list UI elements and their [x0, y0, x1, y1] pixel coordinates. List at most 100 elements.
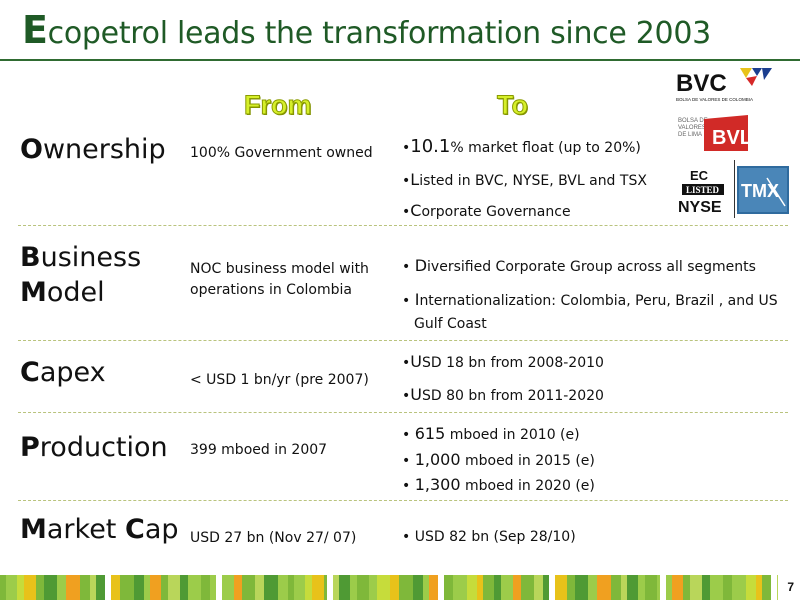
footer-stripe — [657, 575, 660, 600]
footer-stripe — [555, 575, 567, 600]
footer-stripe — [534, 575, 543, 600]
footer-stripe — [161, 575, 168, 600]
row-divider — [18, 500, 788, 501]
tmx-logo: TMX — [737, 166, 789, 214]
row-divider — [18, 340, 788, 341]
footer-stripe — [234, 575, 242, 600]
svg-text:TMX: TMX — [741, 181, 779, 201]
footer-stripe — [222, 575, 234, 600]
to-ownership-3: •Corporate Governance — [402, 201, 571, 220]
footer-stripe — [90, 575, 96, 600]
row-divider — [18, 412, 788, 413]
footer-stripe — [423, 575, 429, 600]
footer-stripe — [611, 575, 621, 600]
footer-stripe — [710, 575, 723, 600]
footer-stripe — [413, 575, 423, 600]
footer-stripe — [24, 575, 36, 600]
footer-stripe — [96, 575, 105, 600]
footer-stripe — [683, 575, 690, 600]
from-header: From — [244, 90, 312, 121]
to-header: To — [497, 90, 529, 121]
footer-stripe — [467, 575, 477, 600]
footer-stripe — [6, 575, 17, 600]
footer-stripe — [690, 575, 702, 600]
bvl-logo-text: BVL — [712, 127, 750, 149]
footer-stripe — [134, 575, 144, 600]
footer-stripe — [66, 575, 80, 600]
row-label-production: Production — [20, 432, 168, 463]
footer-stripe — [44, 575, 57, 600]
footer-stripe-band — [0, 575, 778, 600]
slide-title: Ecopetrol leads the transformation since… — [22, 8, 711, 52]
footer-stripe — [305, 575, 312, 600]
svg-text:BOLSA DE: BOLSA DE — [678, 118, 708, 124]
footer-stripe — [429, 575, 438, 600]
footer-stripe — [255, 575, 264, 600]
row-divider — [18, 225, 788, 226]
from-capex: < USD 1 bn/yr (pre 2007) — [190, 372, 369, 388]
footer-stripe — [762, 575, 771, 600]
to-business-1: • Diversified Corporate Group across all… — [402, 256, 756, 275]
svg-text:DE LIMA: DE LIMA — [678, 132, 702, 138]
footer-stripe — [483, 575, 494, 600]
footer-stripe — [324, 575, 327, 600]
footer-stripe — [453, 575, 467, 600]
to-business-2: • Internationalization: Colombia, Peru, … — [402, 290, 778, 309]
footer-stripe — [357, 575, 369, 600]
footer-stripe — [723, 575, 732, 600]
footer-stripe — [627, 575, 638, 600]
footer-stripe — [150, 575, 161, 600]
footer-stripe — [756, 575, 762, 600]
row-label-capex: Capex — [20, 357, 106, 388]
footer-stripe — [444, 575, 453, 600]
footer-stripe — [168, 575, 180, 600]
bvc-logo-sub: BOLSA DE VALORES DE COLOMBIA — [676, 97, 753, 102]
to-capex-1: •USD 18 bn from 2008-2010 — [402, 352, 604, 371]
bvc-logo-text: BVC — [676, 70, 727, 97]
title-initial: E — [22, 8, 48, 52]
from-production: 399 mboed in 2007 — [190, 442, 328, 458]
svg-text:VALORES: VALORES — [678, 125, 706, 131]
title-divider — [0, 59, 800, 61]
footer-stripe — [201, 575, 210, 600]
from-business-model: NOC business model with operations in Col… — [190, 261, 369, 298]
footer-stripe — [638, 575, 645, 600]
footer-stripe — [521, 575, 534, 600]
footer-stripe — [501, 575, 513, 600]
footer-stripe — [333, 575, 339, 600]
footer-stripe — [621, 575, 627, 600]
svg-text:EC: EC — [690, 168, 709, 183]
row-label-business-model: Business Model — [20, 242, 142, 309]
title-text: copetrol leads the transformation since … — [47, 16, 712, 51]
logo-separator — [734, 160, 735, 218]
footer-stripe — [339, 575, 350, 600]
footer-stripe — [543, 575, 549, 600]
footer-stripe — [120, 575, 134, 600]
footer-stripe — [144, 575, 150, 600]
bvl-logo: BOLSA DE VALORES DE LIMA BVL — [678, 115, 750, 151]
footer-stripe — [210, 575, 216, 600]
footer-stripe — [111, 575, 120, 600]
footer-stripe — [746, 575, 756, 600]
to-production-3: • 1,300 mboed in 2020 (e) — [402, 475, 595, 494]
nyse-listed-logo: EC LISTED NYSE — [678, 168, 724, 216]
footer-stripe — [399, 575, 413, 600]
to-market-cap-1: • USD 82 bn (Sep 28/10) — [402, 529, 576, 545]
footer-stripe — [188, 575, 201, 600]
footer-stripe — [264, 575, 278, 600]
footer-stripe — [702, 575, 710, 600]
from-market-cap: USD 27 bn (Nov 27/ 07) — [190, 530, 357, 546]
svg-text:NYSE: NYSE — [678, 199, 722, 216]
footer-stripe — [288, 575, 294, 600]
footer-stripe — [672, 575, 683, 600]
footer-stripe — [294, 575, 305, 600]
footer-stripe — [666, 575, 672, 600]
footer-stripe — [477, 575, 483, 600]
bvc-logo: BVC BOLSA DE VALORES DE COLOMBIA — [676, 68, 772, 102]
footer-stripe — [390, 575, 399, 600]
footer-stripe — [645, 575, 657, 600]
footer-stripe — [588, 575, 597, 600]
footer-stripe — [80, 575, 90, 600]
footer-stripe — [567, 575, 575, 600]
footer-stripe — [575, 575, 588, 600]
